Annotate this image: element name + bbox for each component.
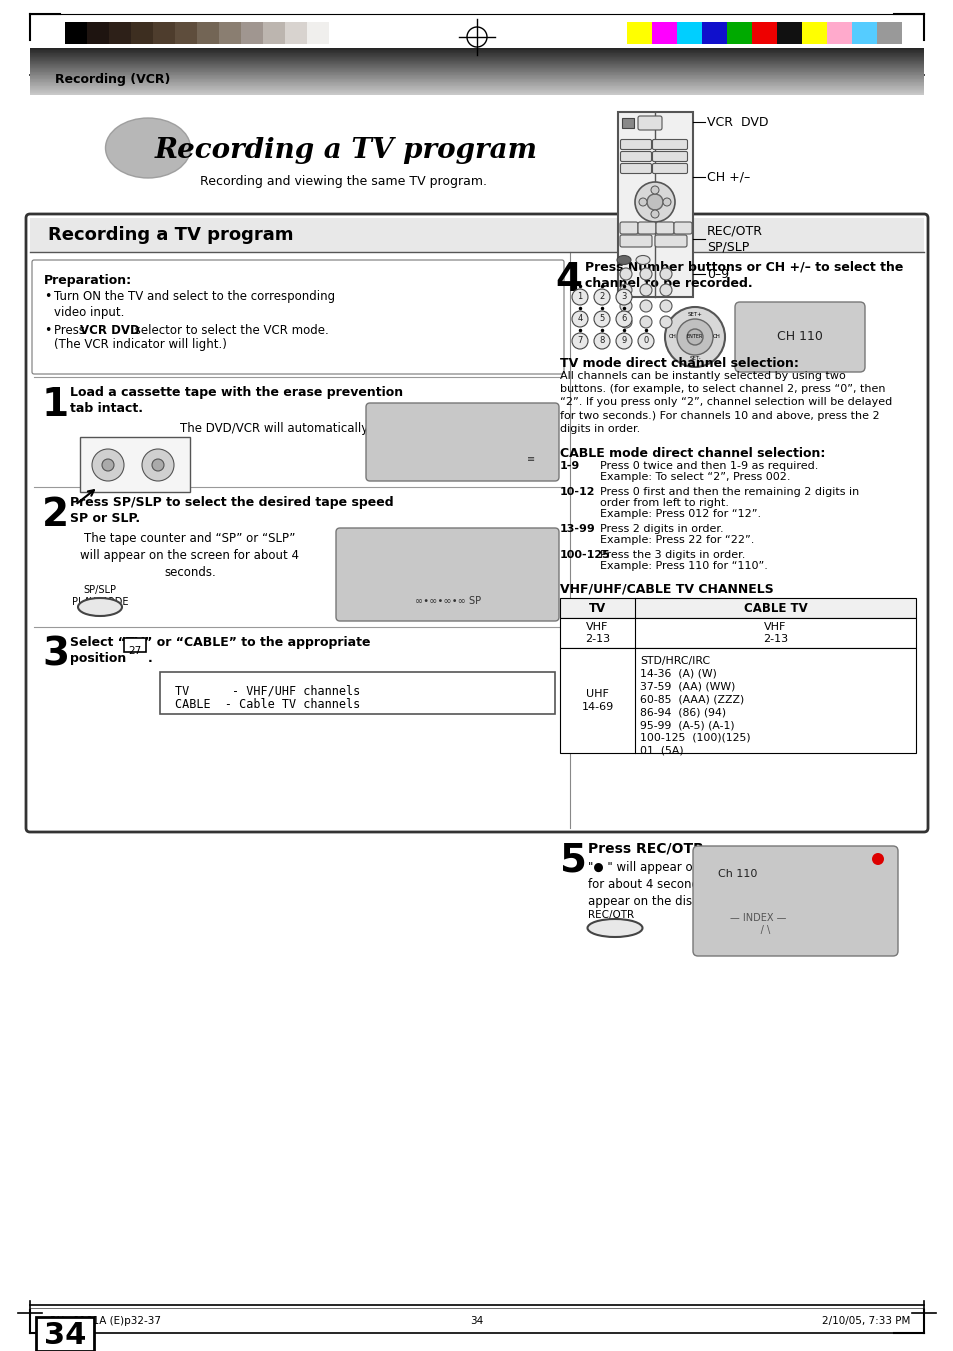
Text: 2/10/05, 7:33 PM: 2/10/05, 7:33 PM	[821, 1316, 909, 1325]
Text: Recording a TV program: Recording a TV program	[154, 136, 537, 163]
Bar	[559, 598, 915, 617]
Bar	[174, 22, 196, 45]
Text: •: •	[44, 324, 51, 336]
Text: CH 110: CH 110	[777, 331, 822, 343]
Text: Ch 110: Ch 110	[718, 869, 757, 880]
Text: Press 0 twice and then 1-9 as required.: Press 0 twice and then 1-9 as required.	[599, 461, 818, 471]
Text: Example: Press 22 for “22”.: Example: Press 22 for “22”.	[599, 535, 754, 544]
Text: SP or SLP.: SP or SLP.	[70, 512, 140, 526]
Text: 1-9: 1-9	[559, 461, 579, 471]
Text: CABLE mode direct channel selection:: CABLE mode direct channel selection:	[559, 447, 824, 459]
Circle shape	[619, 284, 631, 296]
Circle shape	[646, 195, 662, 209]
Text: 2: 2	[598, 292, 604, 301]
Text: CH: CH	[712, 335, 720, 339]
Text: 5: 5	[559, 842, 586, 880]
Text: 100-125: 100-125	[559, 550, 610, 561]
Bar	[285, 22, 307, 45]
Text: Select “TV” or “CABLE” to the appropriate: Select “TV” or “CABLE” to the appropriat…	[70, 636, 370, 648]
Circle shape	[638, 332, 654, 349]
FancyBboxPatch shape	[692, 846, 897, 957]
Text: 4: 4	[555, 261, 581, 299]
Circle shape	[677, 319, 712, 355]
Bar	[124, 638, 146, 653]
Text: ≡: ≡	[526, 454, 535, 463]
Bar	[651, 22, 677, 45]
Text: CH: CH	[668, 335, 677, 339]
Circle shape	[594, 332, 609, 349]
Text: 2H±0101A (E)p32-37: 2H±0101A (E)p32-37	[50, 1316, 161, 1325]
Circle shape	[572, 311, 587, 327]
Text: order from left to right.: order from left to right.	[599, 499, 728, 508]
Bar	[131, 22, 152, 45]
Text: — INDEX —
     / \: — INDEX — / \	[729, 913, 785, 935]
Bar	[701, 22, 726, 45]
Circle shape	[616, 289, 631, 305]
Text: Press the 3 digits in order.: Press the 3 digits in order.	[599, 550, 744, 561]
Text: Recording and viewing the same TV program.: Recording and viewing the same TV progra…	[200, 176, 486, 188]
Bar	[307, 22, 329, 45]
Circle shape	[635, 182, 675, 222]
Bar	[559, 617, 915, 648]
Circle shape	[659, 300, 671, 312]
Text: Example: To select “2”, Press 002.: Example: To select “2”, Press 002.	[599, 471, 790, 482]
Circle shape	[639, 199, 646, 205]
Circle shape	[639, 284, 651, 296]
Text: TV mode direct channel selection:: TV mode direct channel selection:	[559, 357, 798, 370]
Circle shape	[616, 332, 631, 349]
Text: TV      - VHF/UHF channels: TV - VHF/UHF channels	[174, 684, 360, 697]
Ellipse shape	[587, 919, 641, 938]
Text: VHF/UHF/CABLE TV CHANNELS: VHF/UHF/CABLE TV CHANNELS	[559, 582, 773, 594]
Text: VCR  DVD: VCR DVD	[706, 115, 768, 128]
Text: The tape counter and “SP” or “SLP”
will appear on the screen for about 4
seconds: The tape counter and “SP” or “SLP” will …	[80, 532, 299, 580]
Text: position: position	[70, 653, 131, 665]
Text: CABLE TV: CABLE TV	[742, 601, 806, 615]
Text: Press 0 first and then the remaining 2 digits in: Press 0 first and then the remaining 2 d…	[599, 486, 859, 497]
Circle shape	[650, 186, 659, 195]
Text: Press: Press	[54, 324, 89, 336]
FancyBboxPatch shape	[638, 116, 661, 130]
Bar	[621, 118, 634, 128]
Circle shape	[152, 459, 164, 471]
Text: STD/HRC/IRC
14-36  (A) (W)
37-59  (AA) (WW)
60-85  (AAA) (ZZZ)
86-94  (86) (94)
: STD/HRC/IRC 14-36 (A) (W) 37-59 (AA) (WW…	[639, 657, 750, 755]
Bar	[726, 22, 751, 45]
Text: VHF
2-13: VHF 2-13	[762, 621, 787, 644]
Text: Recording (VCR): Recording (VCR)	[55, 73, 171, 85]
Bar	[776, 22, 801, 45]
Bar	[851, 22, 876, 45]
FancyBboxPatch shape	[619, 151, 651, 162]
Text: 5: 5	[598, 313, 604, 323]
FancyBboxPatch shape	[652, 163, 687, 173]
Text: Preparation:: Preparation:	[44, 274, 132, 286]
Text: SET+: SET+	[687, 312, 701, 317]
FancyBboxPatch shape	[655, 235, 686, 247]
Bar	[152, 22, 174, 45]
Text: The DVD/VCR will automatically turn on.: The DVD/VCR will automatically turn on.	[180, 422, 418, 435]
Circle shape	[616, 311, 631, 327]
Circle shape	[871, 852, 883, 865]
Text: UHF
14-69: UHF 14-69	[580, 689, 613, 712]
Text: CH +/–: CH +/–	[706, 170, 749, 184]
Circle shape	[572, 289, 587, 305]
Circle shape	[662, 199, 670, 205]
Text: 0–9: 0–9	[706, 267, 728, 281]
Bar	[80, 436, 190, 492]
FancyBboxPatch shape	[32, 259, 563, 374]
Text: REC/OTR: REC/OTR	[587, 911, 634, 920]
Text: •: •	[44, 290, 51, 303]
Text: Press REC/OTR.: Press REC/OTR.	[587, 842, 709, 857]
Text: tab intact.: tab intact.	[70, 403, 143, 415]
Circle shape	[619, 316, 631, 328]
Circle shape	[686, 330, 702, 345]
Circle shape	[659, 267, 671, 280]
FancyBboxPatch shape	[656, 222, 673, 234]
Text: 3: 3	[42, 636, 69, 674]
FancyBboxPatch shape	[26, 213, 927, 832]
Text: channel to be recorded.: channel to be recorded.	[584, 277, 752, 290]
Bar	[801, 22, 826, 45]
FancyBboxPatch shape	[638, 222, 656, 234]
Circle shape	[91, 449, 124, 481]
Text: 7: 7	[577, 336, 582, 345]
FancyBboxPatch shape	[652, 151, 687, 162]
Text: Press SP/SLP to select the desired tape speed: Press SP/SLP to select the desired tape …	[70, 496, 394, 509]
